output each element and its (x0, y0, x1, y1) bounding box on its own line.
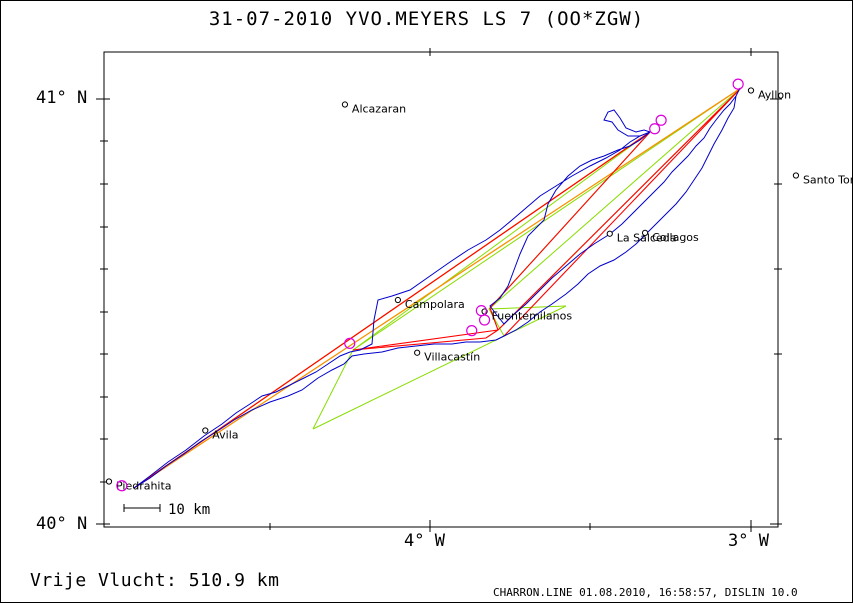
turnpoint-circle (478, 314, 491, 326)
turnpoint-circle (655, 114, 667, 126)
flight-title: 31-07-2010 YVO.MEYERS LS 7 (OO*ZGW) (208, 8, 645, 30)
plot-border (103, 51, 779, 528)
place-label: Piedrahita (116, 480, 172, 493)
place-marker (414, 349, 421, 356)
scale-bar-label: 10 km (168, 502, 210, 518)
place-marker (792, 172, 800, 179)
thermal-loop (603, 109, 651, 137)
place-marker (341, 101, 349, 108)
place-label: Alcazaran (352, 103, 406, 116)
place-label: Collagos (652, 231, 699, 244)
place-label: La Salceda (617, 232, 677, 245)
turnpoint-circle (475, 305, 487, 317)
place-marker (641, 229, 649, 236)
turnpoint-circle (732, 78, 744, 90)
x-axis-ticks (269, 48, 752, 532)
gps-track (133, 87, 741, 489)
scale-bar (123, 504, 161, 512)
lat-label-41: 41° N (36, 88, 88, 108)
optimized-route (133, 87, 742, 489)
lon-label-3w: 3° W (728, 531, 769, 551)
place-label: Ayllon (758, 89, 791, 102)
place-label: Fuentemilanos (492, 310, 573, 323)
turnpoint-circle (466, 325, 478, 337)
lon-label-4w: 4° W (404, 531, 445, 551)
turnpoint-circle (649, 123, 661, 135)
place-label: Avila (212, 429, 238, 442)
lat-label-40: 40° N (36, 514, 88, 534)
place-marker (394, 296, 401, 304)
place-marker (747, 87, 755, 94)
place-marker (105, 478, 113, 485)
place-label: Campolara (405, 298, 465, 311)
place-label: Villacastín (424, 351, 480, 364)
y-axis-ticks (96, 98, 782, 525)
place-marker (606, 230, 613, 237)
place-label: Santo Tome (803, 174, 853, 187)
footer-credit: CHARRON.LINE 01.08.2010, 16:58:57, DISLI… (493, 586, 798, 599)
free-flight-distance: Vrije Vlucht: 510.9 km (30, 570, 280, 591)
turnpoint-circle (116, 480, 128, 492)
place-marker (202, 427, 209, 434)
turnpoint-markers (116, 78, 744, 492)
turnpoint-circle (344, 337, 356, 349)
